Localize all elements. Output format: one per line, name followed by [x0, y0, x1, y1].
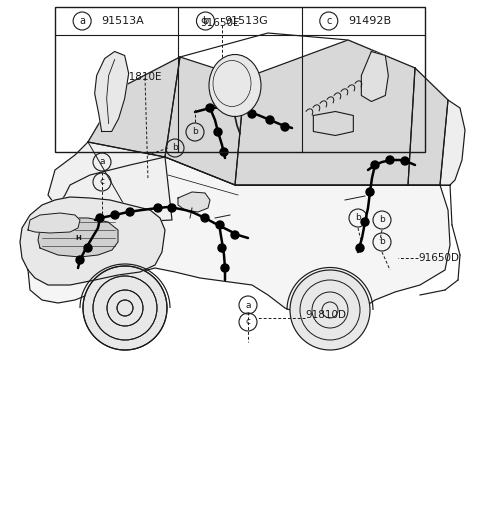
- Circle shape: [96, 214, 104, 222]
- Text: b: b: [379, 215, 385, 224]
- Text: b: b: [203, 16, 209, 26]
- Polygon shape: [48, 142, 172, 225]
- Circle shape: [290, 270, 370, 350]
- Polygon shape: [38, 218, 118, 257]
- Bar: [55, 7, 425, 152]
- Circle shape: [201, 214, 209, 222]
- Text: b: b: [379, 237, 385, 246]
- Polygon shape: [165, 57, 245, 185]
- Circle shape: [281, 123, 289, 131]
- Circle shape: [221, 264, 229, 272]
- Circle shape: [111, 211, 119, 219]
- Circle shape: [248, 110, 256, 118]
- Polygon shape: [408, 68, 448, 185]
- Text: b: b: [172, 144, 178, 152]
- Text: b: b: [355, 213, 361, 223]
- Text: b: b: [219, 95, 225, 104]
- Text: c: c: [326, 16, 332, 26]
- Text: a: a: [99, 158, 105, 167]
- Circle shape: [356, 244, 364, 252]
- Circle shape: [154, 204, 162, 212]
- Circle shape: [218, 244, 226, 252]
- Text: 91650E: 91650E: [200, 18, 240, 28]
- Circle shape: [224, 103, 232, 111]
- Circle shape: [401, 157, 409, 165]
- Polygon shape: [235, 40, 415, 185]
- Text: a: a: [79, 16, 85, 26]
- Polygon shape: [361, 51, 388, 102]
- Polygon shape: [88, 57, 180, 157]
- Circle shape: [83, 266, 167, 350]
- Circle shape: [168, 204, 176, 212]
- Text: a: a: [245, 300, 251, 310]
- Polygon shape: [178, 192, 210, 212]
- Text: 91513A: 91513A: [101, 16, 144, 26]
- Circle shape: [126, 208, 134, 216]
- Circle shape: [386, 156, 394, 164]
- Circle shape: [266, 116, 274, 124]
- Polygon shape: [28, 213, 80, 233]
- Circle shape: [361, 218, 369, 226]
- Text: c: c: [245, 318, 251, 326]
- Polygon shape: [20, 197, 165, 285]
- Ellipse shape: [209, 54, 261, 116]
- Circle shape: [371, 161, 379, 169]
- Circle shape: [76, 256, 84, 264]
- Circle shape: [220, 148, 228, 156]
- Polygon shape: [440, 100, 465, 185]
- Text: H: H: [75, 235, 81, 241]
- Circle shape: [366, 188, 374, 196]
- Polygon shape: [313, 112, 353, 136]
- Text: b: b: [192, 127, 198, 136]
- Circle shape: [231, 231, 239, 239]
- Text: c: c: [99, 178, 105, 187]
- Circle shape: [84, 244, 92, 252]
- Circle shape: [214, 128, 222, 136]
- Text: 91650D: 91650D: [418, 253, 459, 263]
- Circle shape: [206, 104, 214, 112]
- Polygon shape: [95, 51, 129, 132]
- Polygon shape: [28, 157, 450, 318]
- Text: 91810E: 91810E: [122, 72, 162, 82]
- Text: 91513G: 91513G: [224, 16, 268, 26]
- Circle shape: [216, 221, 224, 229]
- Text: 91810D: 91810D: [305, 310, 346, 320]
- Text: 91492B: 91492B: [348, 16, 391, 26]
